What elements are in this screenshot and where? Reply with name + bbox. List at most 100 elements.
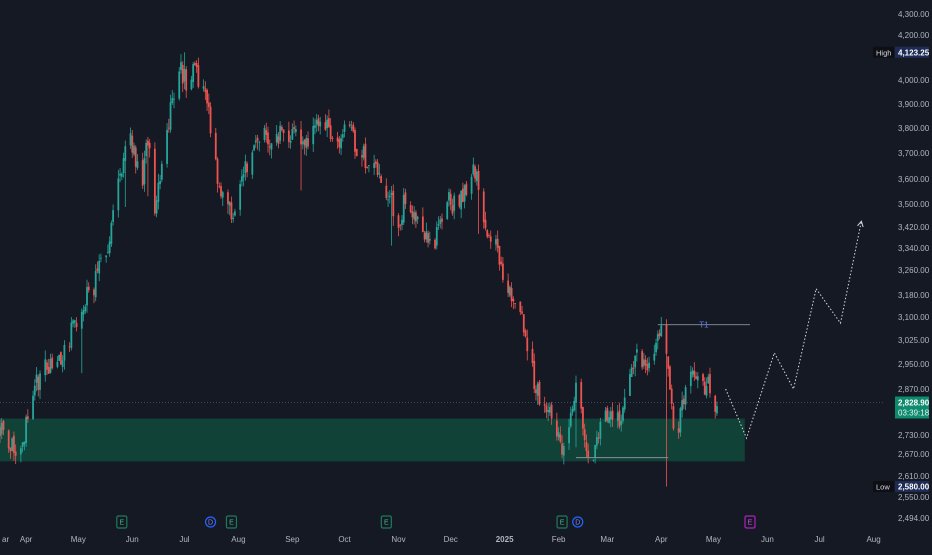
- candle-body: [221, 192, 224, 198]
- candle-body: [703, 381, 706, 395]
- drawings-layer: T1: [575, 220, 864, 459]
- candle-body: [642, 359, 645, 366]
- earnings-marker[interactable]: E: [225, 515, 238, 529]
- time-axis[interactable]: ar Apr May Jun Jul Aug Sep Oct Nov Dec 2025 Feb Mar A…: [2, 535, 881, 544]
- candle-body: [502, 263, 504, 280]
- candle-body: [655, 342, 657, 353]
- candle-body: [696, 376, 699, 381]
- candle-body: [341, 134, 344, 138]
- candle-body: [352, 124, 355, 132]
- price-tick-label: 2,950.00: [898, 360, 930, 369]
- candle-body: [37, 376, 40, 390]
- candle-body: [84, 306, 87, 312]
- candle-body: [606, 407, 609, 421]
- candle-body: [51, 357, 54, 369]
- candle-body: [409, 205, 412, 213]
- upcoming-marker[interactable]: E: [744, 515, 756, 529]
- candle-body: [134, 147, 137, 167]
- candle-body: [98, 260, 101, 274]
- candle-body: [105, 255, 108, 258]
- candle-body: [281, 127, 283, 130]
- price-tick-label: 4,200.00: [898, 31, 930, 40]
- candle-body: [246, 163, 249, 173]
- candle-body: [202, 86, 205, 89]
- candle-body: [157, 182, 160, 202]
- candle-body: [599, 421, 602, 439]
- price-axis[interactable]: 4,300.00 4,200.00 4,000.00 3,900.00 3,800.00…: [898, 10, 930, 523]
- candle-body: [301, 141, 304, 144]
- candle-body: [19, 448, 22, 455]
- candle-body: [230, 202, 233, 220]
- candle-body: [291, 128, 294, 140]
- candle-body: [623, 397, 626, 410]
- candle-body: [122, 158, 125, 174]
- candle-body: [94, 271, 97, 298]
- candle-body: [594, 445, 597, 458]
- candle-body: [557, 432, 560, 438]
- candle-body: [465, 183, 468, 195]
- candle-body: [543, 404, 546, 406]
- candle-body: [635, 349, 638, 353]
- candle-body: [267, 132, 269, 145]
- price-tick-label: 3,025.00: [898, 336, 930, 345]
- candle-body: [402, 194, 405, 223]
- candle-body: [193, 63, 196, 66]
- candle-body: [141, 160, 144, 186]
- earnings-marker[interactable]: E: [556, 515, 568, 529]
- time-tick-label: Jul: [814, 535, 824, 544]
- candle-body: [82, 310, 85, 315]
- candle-body: [143, 158, 146, 185]
- earnings-marker[interactable]: E: [116, 515, 128, 529]
- candle-body: [616, 412, 619, 421]
- candle-body: [533, 360, 536, 390]
- marker-label: D: [208, 520, 213, 527]
- candle-body: [348, 124, 351, 127]
- candle-body: [106, 252, 109, 254]
- candle-body: [695, 376, 697, 379]
- candle-body: [474, 166, 476, 179]
- candle-body: [56, 361, 59, 367]
- price-tick-label: 2,730.00: [898, 431, 930, 440]
- candle-body: [86, 287, 88, 306]
- candle-body: [293, 127, 295, 130]
- candle-body: [314, 125, 316, 128]
- earnings-badge-shape: [556, 515, 568, 529]
- candle-body: [343, 124, 346, 132]
- bar-countdown: 03:39:18: [898, 409, 930, 418]
- candle-body: [234, 211, 236, 216]
- earnings-marker[interactable]: E: [380, 515, 392, 529]
- earnings-badge-shape: [225, 515, 238, 529]
- dividend-marker[interactable]: D: [572, 516, 584, 528]
- candle-body: [173, 98, 175, 100]
- candle-body: [709, 374, 711, 394]
- candle-body: [629, 374, 631, 396]
- candle-body: [463, 185, 466, 202]
- candle-body: [488, 235, 490, 236]
- price-tick-label: 3,420.00: [898, 223, 930, 232]
- dividend-marker[interactable]: D: [204, 516, 217, 528]
- candle-body: [171, 97, 174, 103]
- marker-label: D: [575, 520, 580, 527]
- candle-body: [232, 217, 235, 219]
- candle-body: [148, 142, 151, 149]
- candle-body: [677, 428, 680, 433]
- candle-body: [373, 163, 376, 169]
- candle-body: [112, 210, 115, 222]
- candle-body: [33, 385, 36, 396]
- candle-body: [531, 348, 534, 364]
- candle-body: [244, 161, 247, 174]
- candle-body: [548, 406, 551, 413]
- candle-body: [70, 322, 73, 348]
- candle-body: [242, 174, 245, 178]
- earnings-badge-shape: [116, 515, 128, 529]
- candle-body: [441, 218, 443, 222]
- time-tick-label: 2025: [496, 535, 514, 544]
- candle-body: [326, 119, 329, 129]
- candle-body: [404, 192, 407, 204]
- time-tick-label: May: [706, 535, 721, 544]
- candle-body: [475, 171, 478, 182]
- candle-body: [327, 118, 330, 127]
- time-tick-label: Apr: [655, 535, 668, 544]
- time-tick-label: Aug: [866, 535, 880, 544]
